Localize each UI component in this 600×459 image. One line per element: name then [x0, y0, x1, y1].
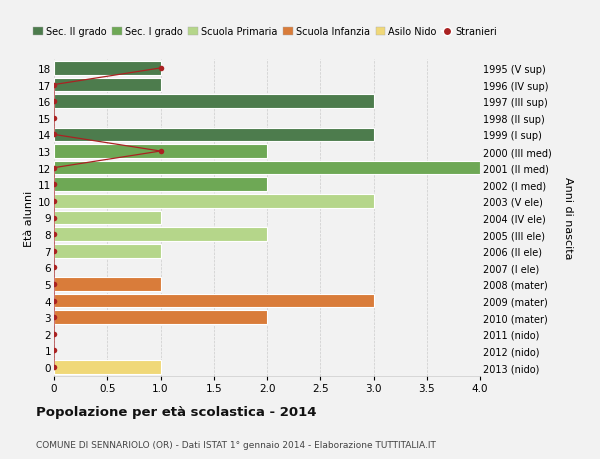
Point — [49, 297, 59, 305]
Point — [49, 82, 59, 89]
Bar — [54, 178, 267, 192]
Bar — [54, 162, 480, 175]
Point — [49, 198, 59, 205]
Bar — [54, 311, 267, 325]
Point — [49, 98, 59, 106]
Bar — [54, 95, 373, 109]
Point — [49, 330, 59, 338]
Y-axis label: Anni di nascita: Anni di nascita — [563, 177, 572, 259]
Bar — [54, 195, 373, 208]
Y-axis label: Età alunni: Età alunni — [24, 190, 34, 246]
Point — [49, 347, 59, 354]
Bar — [54, 360, 161, 374]
Bar — [54, 145, 267, 158]
Bar — [54, 78, 161, 92]
Point — [49, 281, 59, 288]
Bar — [54, 278, 161, 291]
Point — [156, 65, 166, 73]
Point — [49, 181, 59, 189]
Bar — [54, 294, 373, 308]
Legend: Sec. II grado, Sec. I grado, Scuola Primaria, Scuola Infanzia, Asilo Nido, Stran: Sec. II grado, Sec. I grado, Scuola Prim… — [29, 23, 500, 41]
Point — [49, 264, 59, 271]
Point — [156, 148, 166, 155]
Point — [49, 364, 59, 371]
Bar — [54, 211, 161, 225]
Bar — [54, 244, 161, 258]
Point — [49, 165, 59, 172]
Bar — [54, 129, 373, 142]
Point — [49, 214, 59, 222]
Bar — [54, 228, 267, 241]
Point — [49, 247, 59, 255]
Text: COMUNE DI SENNARIOLO (OR) - Dati ISTAT 1° gennaio 2014 - Elaborazione TUTTITALIA: COMUNE DI SENNARIOLO (OR) - Dati ISTAT 1… — [36, 441, 436, 449]
Point — [49, 231, 59, 238]
Point — [49, 314, 59, 321]
Point — [49, 115, 59, 122]
Bar — [54, 62, 161, 76]
Point — [49, 131, 59, 139]
Text: Popolazione per età scolastica - 2014: Popolazione per età scolastica - 2014 — [36, 405, 317, 419]
